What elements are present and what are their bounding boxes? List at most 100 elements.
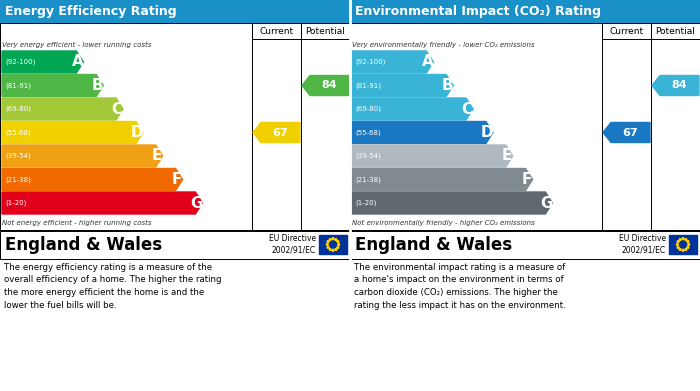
Text: Current: Current bbox=[610, 27, 643, 36]
Text: Potential: Potential bbox=[656, 27, 695, 36]
Polygon shape bbox=[332, 238, 334, 240]
Polygon shape bbox=[337, 240, 339, 243]
Text: 84: 84 bbox=[672, 81, 687, 90]
Text: (81-91): (81-91) bbox=[355, 82, 381, 89]
Polygon shape bbox=[352, 169, 533, 190]
Text: G: G bbox=[540, 196, 553, 210]
Text: C: C bbox=[461, 102, 472, 117]
Text: (21-38): (21-38) bbox=[5, 176, 31, 183]
Text: D: D bbox=[481, 125, 493, 140]
Text: B: B bbox=[92, 78, 103, 93]
Text: B: B bbox=[442, 78, 453, 93]
Polygon shape bbox=[352, 145, 513, 167]
Polygon shape bbox=[326, 243, 328, 246]
Text: Very energy efficient - lower running costs: Very energy efficient - lower running co… bbox=[2, 42, 151, 48]
Bar bbox=[350, 231, 700, 258]
Polygon shape bbox=[352, 75, 453, 97]
Polygon shape bbox=[677, 240, 679, 243]
Polygon shape bbox=[352, 122, 493, 143]
Text: (1-20): (1-20) bbox=[355, 200, 377, 206]
Bar bbox=[319, 235, 347, 254]
Text: EU Directive
2002/91/EC: EU Directive 2002/91/EC bbox=[269, 234, 316, 255]
Polygon shape bbox=[335, 248, 337, 250]
Polygon shape bbox=[687, 243, 690, 246]
Polygon shape bbox=[682, 238, 684, 240]
Polygon shape bbox=[2, 75, 103, 97]
Text: Potential: Potential bbox=[306, 27, 345, 36]
Text: 84: 84 bbox=[322, 81, 337, 90]
Bar bbox=[0, 231, 350, 258]
Polygon shape bbox=[685, 248, 687, 250]
Polygon shape bbox=[253, 122, 300, 142]
Polygon shape bbox=[337, 246, 339, 248]
Text: 67: 67 bbox=[623, 127, 638, 138]
Bar bbox=[0, 0, 350, 22]
Polygon shape bbox=[352, 51, 433, 73]
Text: Very environmentally friendly - lower CO₂ emissions: Very environmentally friendly - lower CO… bbox=[352, 42, 535, 48]
Bar bbox=[602, 23, 651, 39]
Text: E: E bbox=[152, 149, 162, 163]
Bar bbox=[0, 23, 350, 230]
Polygon shape bbox=[682, 249, 684, 251]
Text: C: C bbox=[111, 102, 122, 117]
Polygon shape bbox=[687, 246, 689, 248]
Polygon shape bbox=[685, 239, 687, 240]
Text: (21-38): (21-38) bbox=[355, 176, 381, 183]
Polygon shape bbox=[2, 98, 123, 120]
Bar bbox=[669, 235, 697, 254]
Polygon shape bbox=[327, 240, 329, 243]
Text: (1-20): (1-20) bbox=[5, 200, 27, 206]
Polygon shape bbox=[332, 249, 334, 251]
Text: G: G bbox=[190, 196, 203, 210]
Text: (69-80): (69-80) bbox=[5, 106, 31, 112]
Text: (39-54): (39-54) bbox=[355, 153, 381, 159]
Text: Current: Current bbox=[260, 27, 293, 36]
Polygon shape bbox=[2, 145, 163, 167]
Polygon shape bbox=[679, 239, 681, 240]
Text: (55-68): (55-68) bbox=[355, 129, 381, 136]
Polygon shape bbox=[687, 240, 689, 243]
Bar bbox=[602, 23, 700, 230]
Text: Not energy efficient - higher running costs: Not energy efficient - higher running co… bbox=[2, 219, 151, 226]
Polygon shape bbox=[302, 75, 349, 95]
Polygon shape bbox=[2, 51, 83, 73]
Text: A: A bbox=[421, 54, 433, 70]
Bar bbox=[301, 23, 350, 39]
Text: EU Directive
2002/91/EC: EU Directive 2002/91/EC bbox=[619, 234, 666, 255]
Polygon shape bbox=[329, 239, 331, 240]
Text: England & Wales: England & Wales bbox=[5, 235, 162, 253]
Polygon shape bbox=[352, 192, 552, 214]
Text: (81-91): (81-91) bbox=[5, 82, 31, 89]
Polygon shape bbox=[652, 75, 699, 95]
Polygon shape bbox=[2, 122, 143, 143]
Polygon shape bbox=[2, 192, 202, 214]
Text: (92-100): (92-100) bbox=[5, 59, 36, 65]
Bar bbox=[651, 23, 700, 230]
Polygon shape bbox=[327, 246, 329, 248]
Text: A: A bbox=[71, 54, 83, 70]
Text: (55-68): (55-68) bbox=[5, 129, 31, 136]
Bar bbox=[350, 23, 700, 230]
Text: England & Wales: England & Wales bbox=[355, 235, 512, 253]
Bar bbox=[252, 23, 301, 39]
Polygon shape bbox=[329, 248, 331, 250]
Polygon shape bbox=[352, 98, 473, 120]
Polygon shape bbox=[676, 243, 678, 246]
Text: 67: 67 bbox=[273, 127, 288, 138]
Text: The environmental impact rating is a measure of
a home's impact on the environme: The environmental impact rating is a mea… bbox=[354, 262, 566, 310]
Polygon shape bbox=[2, 169, 183, 190]
Polygon shape bbox=[337, 243, 340, 246]
Bar bbox=[252, 23, 350, 230]
Text: D: D bbox=[131, 125, 144, 140]
Bar bbox=[350, 0, 700, 22]
Text: Energy Efficiency Rating: Energy Efficiency Rating bbox=[5, 5, 176, 18]
Text: (39-54): (39-54) bbox=[5, 153, 31, 159]
Polygon shape bbox=[679, 248, 681, 250]
Polygon shape bbox=[603, 122, 650, 142]
Bar bbox=[301, 23, 350, 230]
Text: F: F bbox=[172, 172, 182, 187]
Text: E: E bbox=[502, 149, 512, 163]
Bar bbox=[651, 23, 700, 39]
Text: Not environmentally friendly - higher CO₂ emissions: Not environmentally friendly - higher CO… bbox=[352, 219, 535, 226]
Text: (92-100): (92-100) bbox=[355, 59, 386, 65]
